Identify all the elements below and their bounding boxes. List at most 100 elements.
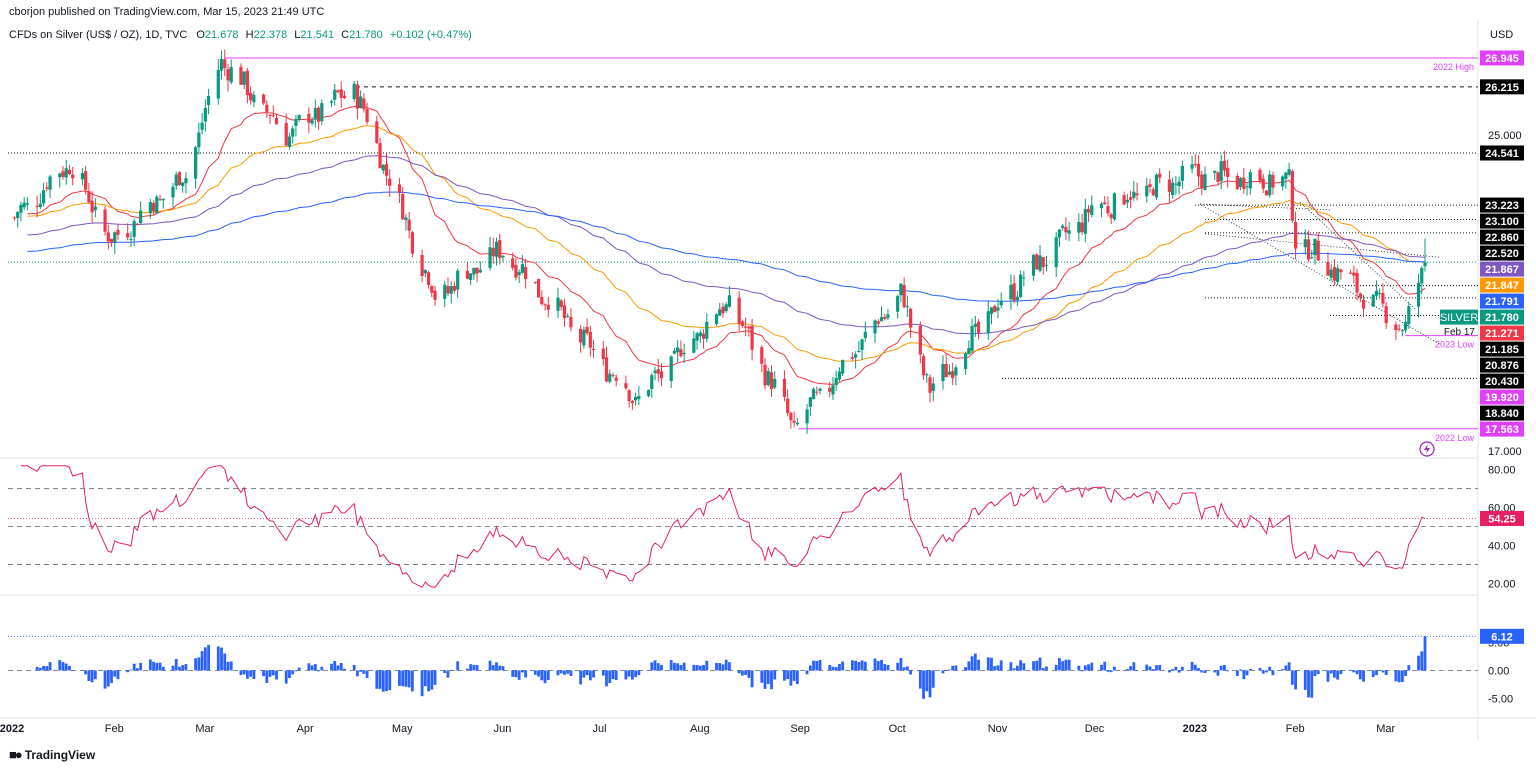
candle[interactable]: [805, 404, 809, 434]
candle[interactable]: [1384, 302, 1388, 329]
candle[interactable]: [1316, 232, 1320, 262]
candle[interactable]: [1423, 238, 1427, 272]
candle[interactable]: [38, 193, 42, 210]
candle[interactable]: [1196, 155, 1201, 187]
candle[interactable]: [1109, 212, 1113, 224]
candle[interactable]: [469, 273, 473, 285]
candle[interactable]: [1245, 182, 1249, 196]
candle[interactable]: [1374, 280, 1379, 301]
candle[interactable]: [653, 366, 657, 381]
candle[interactable]: [106, 224, 110, 250]
candle[interactable]: [35, 195, 39, 218]
candle[interactable]: [352, 80, 356, 102]
candle[interactable]: [931, 377, 935, 402]
price-tag[interactable]: 21.847: [1480, 277, 1524, 293]
candle[interactable]: [216, 59, 220, 105]
candle[interactable]: [329, 99, 334, 108]
candle[interactable]: [129, 231, 133, 248]
candle[interactable]: [25, 196, 30, 211]
candle[interactable]: [682, 343, 686, 364]
candle[interactable]: [672, 347, 677, 355]
candle[interactable]: [1067, 221, 1071, 242]
candle[interactable]: [359, 90, 363, 109]
candle[interactable]: [501, 254, 505, 263]
candle[interactable]: [1083, 198, 1087, 243]
candle[interactable]: [1264, 190, 1269, 196]
candle[interactable]: [365, 102, 369, 125]
candle[interactable]: [472, 267, 476, 280]
candle[interactable]: [1420, 266, 1424, 295]
candle[interactable]: [93, 198, 97, 218]
candle[interactable]: [511, 252, 515, 271]
candle[interactable]: [850, 352, 854, 361]
candle[interactable]: [860, 338, 864, 360]
tradingview-logo[interactable]: ■● TradingView: [9, 747, 95, 762]
candle[interactable]: [627, 389, 631, 408]
candle[interactable]: [533, 281, 537, 284]
candle[interactable]: [362, 93, 366, 113]
candle[interactable]: [1132, 181, 1136, 201]
candle[interactable]: [1154, 173, 1159, 200]
candle[interactable]: [996, 299, 1000, 319]
candle[interactable]: [517, 269, 521, 284]
candle[interactable]: [1287, 162, 1291, 177]
candle[interactable]: [1358, 292, 1362, 303]
candle[interactable]: [976, 318, 981, 340]
candle[interactable]: [1339, 268, 1343, 280]
candle[interactable]: [478, 261, 482, 274]
candle[interactable]: [1086, 204, 1091, 222]
candle[interactable]: [1371, 293, 1375, 307]
candle[interactable]: [562, 298, 567, 327]
candle[interactable]: [320, 99, 324, 125]
candle[interactable]: [384, 153, 389, 186]
candle[interactable]: [834, 370, 838, 392]
candle[interactable]: [918, 321, 922, 364]
candle[interactable]: [543, 303, 547, 311]
price-tag[interactable]: 20.876: [1480, 357, 1524, 373]
candle[interactable]: [16, 211, 20, 228]
candle[interactable]: [669, 355, 673, 389]
candle[interactable]: [789, 411, 793, 429]
price-tag[interactable]: 23.223: [1480, 197, 1524, 213]
candle[interactable]: [1054, 231, 1058, 278]
candle[interactable]: [828, 381, 832, 398]
candle[interactable]: [161, 198, 165, 209]
price-tag[interactable]: 17.563: [1480, 421, 1524, 437]
candle[interactable]: [1310, 249, 1314, 260]
candle[interactable]: [242, 71, 246, 89]
candle[interactable]: [19, 201, 23, 222]
candle[interactable]: [883, 314, 887, 321]
candle[interactable]: [71, 167, 75, 186]
candle[interactable]: [397, 178, 402, 204]
candle[interactable]: [287, 132, 292, 150]
candle[interactable]: [701, 328, 706, 349]
candle[interactable]: [973, 315, 977, 337]
candle[interactable]: [1177, 176, 1181, 195]
candle[interactable]: [1400, 328, 1404, 337]
candle[interactable]: [261, 93, 266, 106]
candle[interactable]: [1355, 268, 1359, 301]
candle[interactable]: [1193, 154, 1197, 168]
candle[interactable]: [1326, 251, 1330, 276]
candle[interactable]: [569, 308, 573, 332]
candle[interactable]: [902, 277, 906, 309]
candle[interactable]: [886, 308, 890, 321]
candle[interactable]: [488, 236, 492, 271]
candle[interactable]: [1090, 195, 1094, 218]
candle[interactable]: [45, 182, 49, 192]
candle[interactable]: [456, 268, 460, 298]
candle[interactable]: [494, 237, 499, 266]
candle[interactable]: [420, 249, 424, 282]
candle[interactable]: [148, 199, 152, 219]
candle[interactable]: [1019, 270, 1023, 298]
candle[interactable]: [766, 367, 770, 387]
candle[interactable]: [676, 340, 680, 363]
candle[interactable]: [559, 299, 563, 311]
candle[interactable]: [139, 201, 143, 225]
symbol-description[interactable]: CFDs on Silver (US$ / OZ), 1D, TVC: [9, 29, 188, 41]
candle[interactable]: [1077, 213, 1081, 242]
candle[interactable]: [546, 296, 550, 318]
candle[interactable]: [1009, 274, 1013, 310]
price-tag[interactable]: 22.860: [1480, 229, 1524, 245]
candles[interactable]: [12, 49, 1427, 434]
